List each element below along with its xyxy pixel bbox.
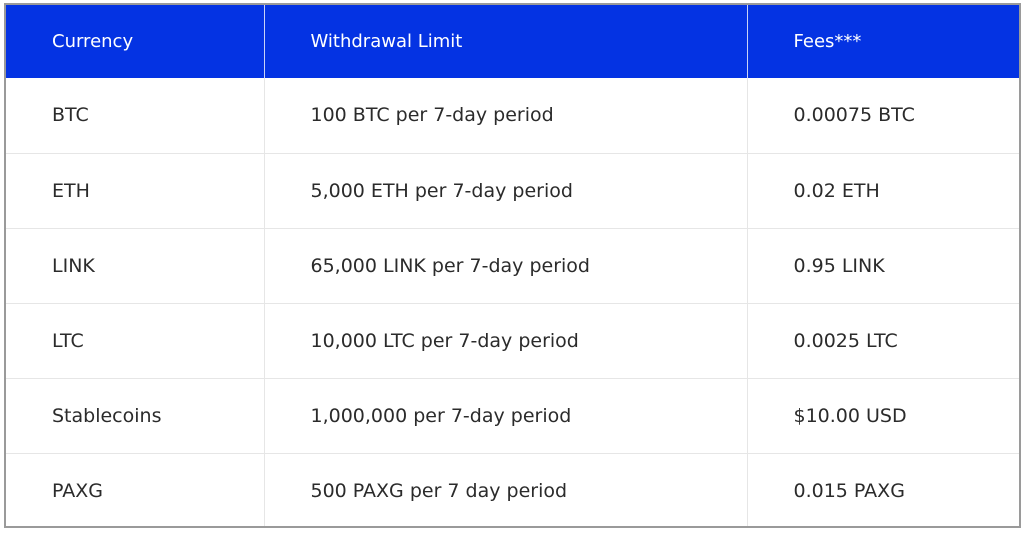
- table-row: PAXG 500 PAXG per 7 day period 0.015 PAX…: [6, 453, 1019, 526]
- cell-fee: 0.0025 LTC: [747, 303, 1019, 379]
- cell-currency: BTC: [6, 78, 265, 154]
- cell-withdrawal-limit: 10,000 LTC per 7-day period: [264, 303, 748, 379]
- withdrawal-limits-table-frame: Currency Withdrawal Limit Fees*** BTC 10…: [4, 3, 1021, 528]
- table-body: BTC 100 BTC per 7-day period 0.00075 BTC…: [6, 78, 1019, 526]
- cell-currency: LTC: [6, 303, 265, 379]
- table-row: Stablecoins 1,000,000 per 7-day period $…: [6, 378, 1019, 454]
- header-row: Currency Withdrawal Limit Fees***: [6, 5, 1019, 78]
- cell-currency: PAXG: [6, 453, 265, 526]
- table-row: LINK 65,000 LINK per 7-day period 0.95 L…: [6, 228, 1019, 304]
- cell-withdrawal-limit: 100 BTC per 7-day period: [264, 78, 748, 154]
- cell-withdrawal-limit: 65,000 LINK per 7-day period: [264, 228, 748, 304]
- cell-currency: LINK: [6, 228, 265, 304]
- table-row: ETH 5,000 ETH per 7-day period 0.02 ETH: [6, 153, 1019, 229]
- cell-fee: 0.95 LINK: [747, 228, 1019, 304]
- table-header: Currency Withdrawal Limit Fees***: [6, 5, 1019, 78]
- header-withdrawal-limit: Withdrawal Limit: [264, 5, 748, 78]
- withdrawal-limits-table: Currency Withdrawal Limit Fees*** BTC 10…: [6, 5, 1019, 526]
- cell-currency: ETH: [6, 153, 265, 229]
- cell-fee: $10.00 USD: [747, 378, 1019, 454]
- table-row: LTC 10,000 LTC per 7-day period 0.0025 L…: [6, 303, 1019, 379]
- cell-fee: 0.00075 BTC: [747, 78, 1019, 154]
- cell-withdrawal-limit: 500 PAXG per 7 day period: [264, 453, 748, 526]
- table-row: BTC 100 BTC per 7-day period 0.00075 BTC: [6, 78, 1019, 154]
- cell-fee: 0.015 PAXG: [793, 479, 905, 502]
- header-fees: Fees***: [793, 31, 862, 52]
- cell-fee: 0.02 ETH: [747, 153, 1019, 229]
- cell-withdrawal-limit: 5,000 ETH per 7-day period: [264, 153, 748, 229]
- cell-currency: Stablecoins: [6, 378, 265, 454]
- cell-withdrawal-limit: 1,000,000 per 7-day period: [264, 378, 748, 454]
- header-currency: Currency: [6, 5, 265, 78]
